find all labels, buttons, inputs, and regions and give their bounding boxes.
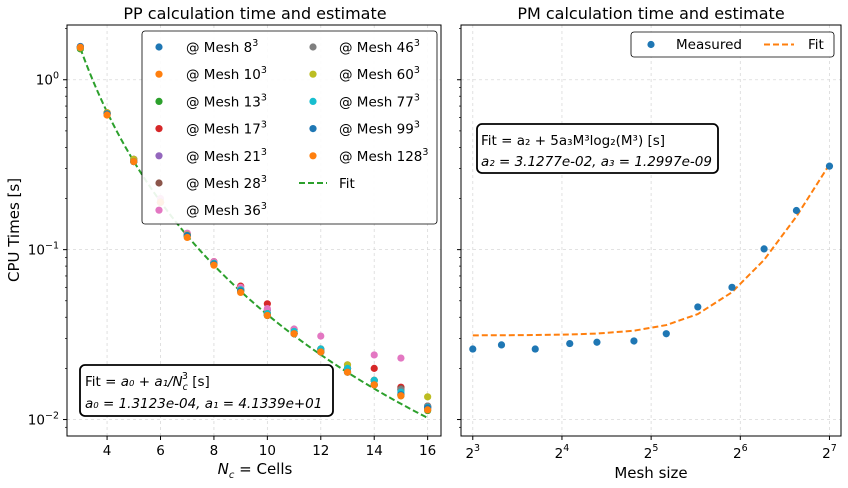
- pp-point-mesh-128: [210, 261, 218, 269]
- pp-y-tick-label: 100: [36, 71, 59, 89]
- pm-legend-label-fit: Fit: [808, 37, 824, 53]
- pp-chart: PP calculation time and estimate 4 6 8 10 12…: [5, 4, 442, 481]
- pm-point-measured: [593, 338, 601, 346]
- pp-point-mesh-128: [76, 43, 84, 52]
- pp-x-tick-label: 6: [156, 443, 165, 459]
- pp-legend-label-mesh-128: @ Mesh 1283: [339, 147, 428, 165]
- pp-legend-marker-mesh-99: [309, 125, 317, 133]
- pp-legend-marker-mesh-21: [155, 152, 163, 160]
- pp-point-mesh-128: [130, 157, 138, 166]
- pp-legend-label-mesh-10: @ Mesh 103: [186, 65, 267, 83]
- pp-fit-textbox: Fit = a₀ + a₁/Nc3 [s] a₀ = 1.3123e-04, a…: [79, 364, 334, 417]
- pp-point-mesh-128: [237, 288, 245, 297]
- pp-legend-label-mesh-21: @ Mesh 213: [186, 147, 267, 165]
- pm-x-tick-label: 26: [733, 443, 748, 462]
- pp-point-mesh-36: [317, 332, 325, 340]
- pp-fit-formula: Fit = a₀ + a₁/Nc3 [s]: [85, 371, 210, 393]
- pp-legend-label-mesh-13: @ Mesh 133: [186, 92, 267, 110]
- pm-fit-line: [472, 163, 831, 337]
- pp-plot-frame: [66, 24, 442, 437]
- pp-point-mesh-128: [263, 311, 271, 320]
- pp-legend-marker-mesh-77: [309, 97, 317, 105]
- pm-fit-textbox: Fit = a₂ + 5a₃M³log₂(M³) [s] a₂ = 3.1277…: [476, 123, 719, 174]
- pm-point-measured: [566, 339, 574, 348]
- pp-x-tick-label: 8: [210, 443, 219, 459]
- pp-fit-line: [79, 47, 429, 419]
- pm-fit-formula: Fit = a₂ + 5a₃M³log₂(M³) [s]: [481, 133, 665, 149]
- pp-legend-label-mesh-8: @ Mesh 83: [186, 38, 258, 56]
- pp-point-mesh-60: [424, 393, 432, 401]
- pp-legend-label-fit: Fit: [339, 176, 355, 192]
- pp-point-mesh-128: [343, 368, 352, 376]
- pm-x-axis-label: Mesh size: [614, 464, 687, 482]
- pp-point-mesh-128: [290, 330, 298, 338]
- pp-legend-label-mesh-99: @ Mesh 993: [339, 120, 420, 138]
- pp-legend-marker-mesh-13: [155, 97, 163, 105]
- pp-x-tick-label: 10: [259, 443, 276, 459]
- pp-point-mesh-17: [370, 364, 378, 372]
- pp-point-mesh-128: [370, 381, 378, 389]
- pp-x-tick-label: 4: [103, 443, 112, 459]
- pp-legend-marker-mesh-128: [309, 152, 317, 160]
- pm-legend: Measured Fit: [630, 31, 835, 58]
- pp-legend-label-mesh-17: @ Mesh 173: [186, 120, 267, 138]
- pm-x-tick-label: 25: [644, 443, 659, 462]
- pm-point-measured: [792, 206, 801, 215]
- pm-point-measured: [662, 330, 670, 338]
- pp-legend-marker-mesh-8: [155, 43, 163, 51]
- pp-legend-label-mesh-60: @ Mesh 603: [339, 65, 420, 83]
- pm-point-measured: [728, 283, 736, 291]
- pm-x-tick-label: 27: [822, 443, 837, 462]
- pp-point-mesh-128: [397, 392, 405, 400]
- pm-point-measured: [469, 345, 477, 353]
- pp-point-mesh-36: [263, 304, 271, 313]
- pp-point-mesh-128: [183, 233, 191, 242]
- pp-legend: @ Mesh 83 @ Mesh 103 @ Mesh 133 @ Mesh 173 @…: [141, 30, 438, 225]
- pm-point-measured: [630, 337, 638, 345]
- pp-legend-marker-mesh-60: [309, 70, 317, 78]
- pp-x-tick-label: 16: [419, 443, 436, 459]
- pp-y-axis-label: CPU Times [s]: [5, 178, 23, 282]
- pp-y-tick-label: 10−1: [28, 241, 59, 259]
- pm-fit-params: a₂ = 3.1277e-02, a₃ = 1.2997e-09: [481, 154, 712, 170]
- pp-point-mesh-128: [424, 406, 432, 414]
- pp-fit-params: a₀ = 1.3123e-04, a₁ = 4.1339e+01: [85, 396, 322, 412]
- pp-x-tick-label: 12: [312, 443, 329, 459]
- pp-legend-marker-mesh-10: [155, 70, 163, 78]
- pm-point-measured: [531, 345, 539, 353]
- pp-legend-label-mesh-28: @ Mesh 283: [186, 174, 267, 192]
- pp-point-mesh-36: [370, 351, 378, 359]
- pp-legend-label-mesh-77: @ Mesh 773: [339, 92, 420, 110]
- pp-legend-label-mesh-46: @ Mesh 463: [339, 38, 420, 56]
- pm-point-measured: [825, 162, 834, 170]
- pp-legend-marker-mesh-17: [155, 125, 163, 133]
- pp-legend-marker-mesh-28: [155, 179, 163, 187]
- pp-legend-marker-mesh-36: [155, 206, 163, 214]
- pp-legend-marker-mesh-46: [309, 43, 317, 51]
- pp-y-tick-label: 10−2: [28, 411, 59, 429]
- pm-legend-marker-measured: [647, 40, 655, 49]
- pp-point-mesh-128: [103, 111, 111, 119]
- pm-legend-label-measured: Measured: [676, 37, 742, 53]
- pm-chart: PM calculation time and estimate 23 24 25 2…: [457, 4, 842, 482]
- pp-legend-label-mesh-36: @ Mesh 363: [186, 201, 267, 219]
- pp-x-tick-label: 14: [366, 443, 383, 459]
- pm-x-tick-label: 23: [465, 443, 480, 462]
- pp-point-mesh-36: [397, 354, 405, 362]
- pp-point-mesh-128: [317, 348, 325, 356]
- pm-chart-title: PM calculation time and estimate: [517, 4, 784, 23]
- pm-point-measured: [497, 341, 506, 349]
- pm-x-tick-label: 24: [555, 443, 570, 462]
- pm-point-measured: [760, 245, 768, 253]
- pp-chart-title: PP calculation time and estimate: [123, 4, 386, 23]
- pp-x-axis-label: Nc = Cells: [218, 460, 293, 481]
- pm-point-measured: [694, 303, 702, 311]
